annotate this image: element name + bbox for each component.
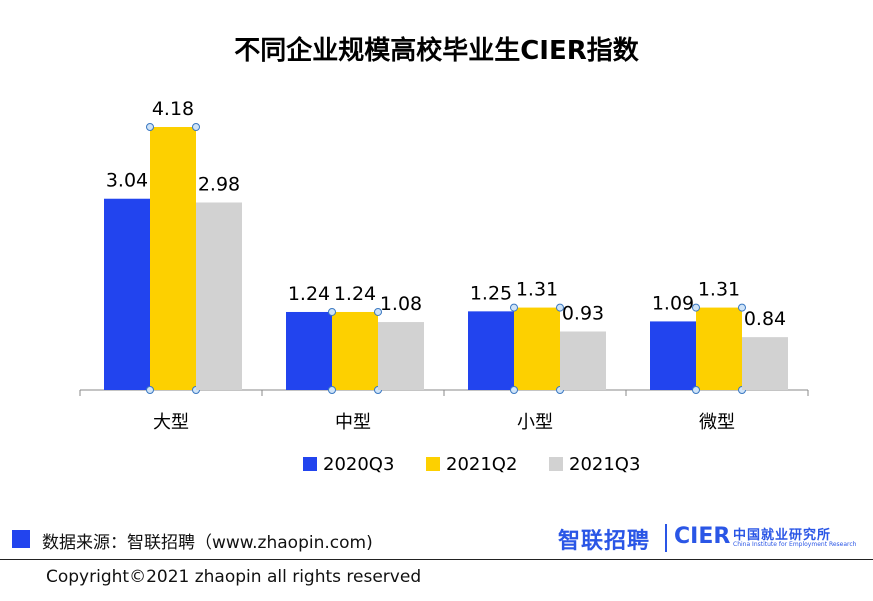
data-label: 1.08: [380, 293, 422, 315]
data-label: 1.09: [652, 292, 694, 314]
selection-handle: [692, 386, 700, 394]
selection-handle: [738, 303, 746, 312]
data-label: 1.24: [288, 283, 330, 305]
bar-2020Q3-3: [468, 311, 514, 390]
data-label: 1.31: [698, 279, 740, 301]
logo-separator: [665, 524, 667, 552]
selection-handle: [510, 386, 518, 394]
bar-2020Q3-4: [650, 321, 696, 390]
selection-handle: [374, 307, 382, 316]
cier-logo: CIER: [674, 524, 731, 549]
bar-2020Q3-2: [286, 311, 332, 390]
data-source: 数据来源：智联招聘（www.zhaopin.com): [42, 533, 373, 553]
data-label: 2.98: [198, 174, 240, 196]
bar-2021Q3-4: [742, 337, 788, 390]
data-label: 1.24: [334, 283, 376, 305]
zhaopin-logo: 智联招聘: [558, 529, 651, 554]
legend-entry: 2021Q3: [569, 454, 640, 475]
legend-entry: 2021Q2: [446, 454, 517, 475]
legend-swatch: [549, 457, 563, 471]
data-label: 4.18: [152, 98, 194, 120]
bar-2020Q3-1: [104, 198, 150, 390]
selection-handle: [510, 303, 518, 312]
cier-logo-en: China Institute for Employment Research: [733, 541, 857, 548]
selection-handle: [146, 386, 154, 394]
bar-2021Q2-3: [514, 307, 560, 390]
category-label: 小型: [517, 412, 553, 433]
footer-divider: [0, 559, 873, 560]
data-label: 1.31: [516, 279, 558, 301]
category-label: 微型: [699, 412, 735, 433]
bar-2021Q3-1: [196, 202, 242, 390]
selection-handle: [328, 307, 336, 316]
cier-logo-cn: 中国就业研究所: [733, 528, 832, 543]
category-label: 中型: [335, 412, 371, 433]
selection-handle: [556, 303, 564, 312]
data-label: 3.04: [106, 170, 148, 192]
data-label: 1.25: [470, 282, 512, 304]
bar-2021Q2-1: [150, 127, 196, 390]
bar-2021Q3-3: [560, 331, 606, 390]
bar-2021Q2-4: [696, 307, 742, 390]
category-label: 大型: [153, 412, 189, 433]
bar-2021Q2-2: [332, 311, 378, 390]
legend-swatch: [303, 457, 317, 471]
selection-handle: [146, 123, 154, 131]
data-label: 0.93: [562, 302, 604, 324]
data-label: 0.84: [744, 308, 786, 330]
chart-title: 不同企业规模高校毕业生CIER指数: [234, 36, 639, 66]
selection-handle: [328, 386, 336, 394]
legend-swatch: [426, 457, 440, 471]
bar-2021Q3-2: [378, 322, 424, 390]
selection-handle: [192, 123, 200, 131]
source-marker: [12, 530, 30, 548]
copyright: Copyright©2021 zhaopin all rights reserv…: [46, 567, 422, 587]
legend-entry: 2020Q3: [323, 454, 394, 475]
selection-handle: [692, 303, 700, 312]
